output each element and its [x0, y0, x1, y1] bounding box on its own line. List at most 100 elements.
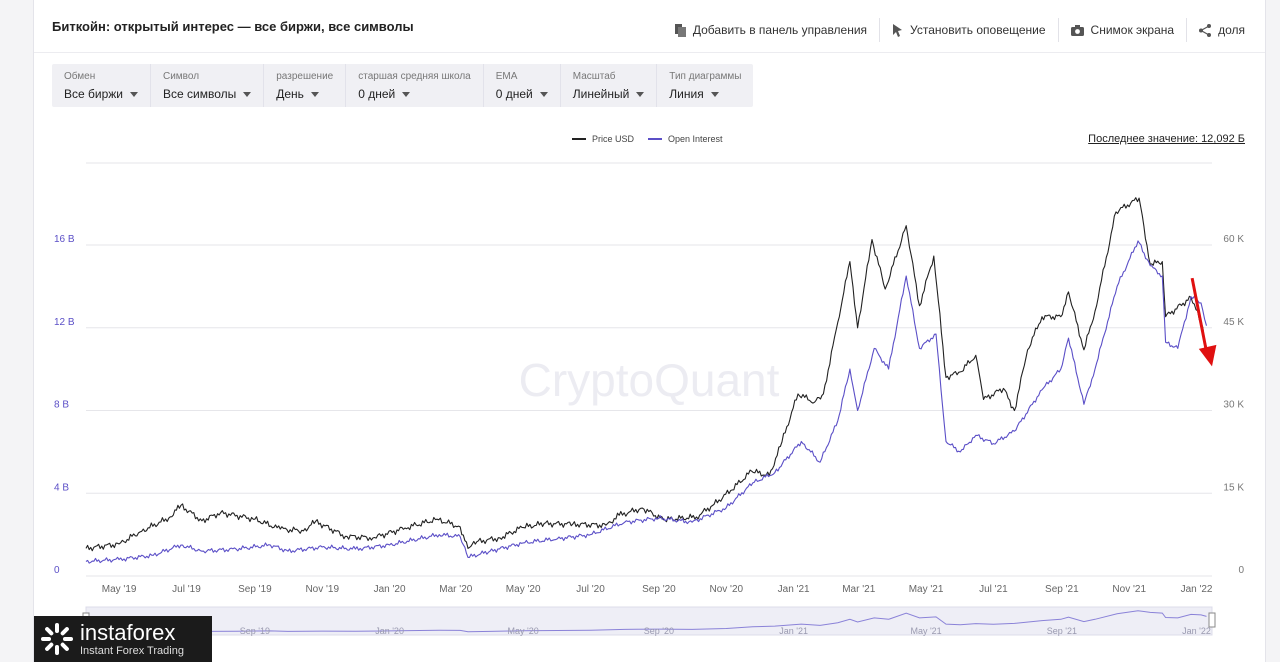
chart-title: Биткойн: открытый интерес — все биржи, в…	[52, 19, 414, 34]
symbol-label: Символ	[163, 71, 200, 82]
add-to-dashboard-label: Добавить в панель управления	[692, 23, 868, 37]
navigator-tick-label: Jan '22	[1182, 626, 1211, 636]
logo-tagline: Instant Forex Trading	[80, 644, 184, 657]
chart-header: Биткойн: открытый интерес — все биржи, в…	[34, 0, 1265, 53]
exchange-label: Обмен	[64, 71, 96, 82]
x-tick-label: Mar '20	[439, 584, 472, 595]
navigator-tick-label: Jan '21	[779, 626, 808, 636]
resolution-label: разрешение	[276, 71, 334, 82]
instaforex-logo-icon	[41, 623, 73, 655]
resolution-select[interactable]: разрешение День	[264, 64, 347, 107]
x-tick-label: Nov '21	[1112, 584, 1146, 595]
navigator-handle-right[interactable]	[1208, 612, 1216, 628]
set-alert-label: Установить оповещение	[910, 23, 1046, 37]
chart-type-select[interactable]: Тип диаграммы Линия	[657, 64, 753, 107]
x-tick-label: Jan '20	[374, 584, 406, 595]
symbol-value: Все символы	[163, 87, 237, 101]
x-tick-label: Jul '20	[576, 584, 605, 595]
price-line	[85, 197, 1208, 552]
scale-value: Линейный	[572, 87, 630, 101]
screenshot-label: Снимок экрана	[1090, 23, 1175, 37]
x-tick-label: May '20	[506, 584, 541, 595]
chevron-down-icon	[130, 91, 138, 97]
logo-brand: instaforex	[80, 619, 176, 645]
annotation-arrow-head	[1198, 344, 1217, 367]
legend-item-price[interactable]: Price USD	[572, 134, 634, 144]
x-tick-label: Nov '20	[709, 584, 743, 595]
x-tick-label: Jan '22	[1181, 584, 1213, 595]
header-actions: Добавить в панель управления Установить …	[663, 18, 1245, 42]
screenshot-button[interactable]: Снимок экрана	[1059, 23, 1187, 37]
y-left-tick-label: 16 B	[54, 234, 75, 245]
y-right-tick-label: 30 K	[1223, 400, 1244, 411]
chart-svg: CryptoQuant 0 4 B 8 B 12 B 16 B 0 15 K 30 K 45 …	[54, 162, 1244, 636]
chart-card: Биткойн: открытый интерес — все биржи, в…	[33, 0, 1266, 662]
x-tick-label: Mar '21	[842, 584, 875, 595]
y-right-tick-label: 15 K	[1223, 482, 1244, 493]
y-right-tick-label: 0	[1238, 565, 1244, 576]
navigator-tick-label: May '21	[910, 626, 941, 636]
y-right-tick-label: 60 K	[1223, 234, 1244, 245]
x-tick-label: Jul '19	[172, 584, 201, 595]
y-left-tick-label: 8 B	[54, 400, 69, 411]
ema-value: 0 дней	[495, 87, 533, 101]
share-button[interactable]: доля	[1187, 23, 1245, 37]
sma-select[interactable]: старшая средняя школа 0 дней	[346, 64, 484, 107]
x-tick-label: Jul '21	[979, 584, 1008, 595]
legend-swatch-price	[572, 138, 586, 140]
legend-swatch-open-interest	[648, 138, 663, 140]
chart-type-value: Линия	[669, 87, 704, 101]
y-left-tick-label: 12 B	[54, 317, 75, 328]
instaforex-logo: instaforex Instant Forex Trading	[34, 616, 212, 662]
x-tick-label: Sep '20	[642, 584, 676, 595]
legend-item-open-interest[interactable]: Open Interest	[648, 134, 723, 144]
y-right-tick-label: 45 K	[1223, 317, 1244, 328]
annotation-arrow-shaft	[1190, 277, 1209, 355]
scale-select[interactable]: Масштаб Линейный	[561, 64, 658, 107]
x-tick-label: Jan '21	[778, 584, 810, 595]
watermark: CryptoQuant	[519, 354, 780, 406]
x-tick-label: Sep '19	[238, 584, 272, 595]
navigator-tick-label: Jan '20	[375, 626, 404, 636]
navigator-line	[85, 610, 1207, 633]
chevron-down-icon	[243, 91, 252, 97]
chevron-down-icon	[539, 91, 548, 97]
share-icon	[1199, 23, 1212, 37]
symbol-select[interactable]: Символ Все символы	[151, 64, 265, 107]
legend-label-open-interest: Open Interest	[668, 134, 723, 144]
add-to-dashboard-button[interactable]: Добавить в панель управления	[663, 23, 879, 37]
chevron-down-icon	[710, 91, 719, 97]
set-alert-button[interactable]: Установить оповещение	[880, 23, 1058, 37]
chevron-down-icon	[636, 91, 645, 97]
legend-label-price: Price USD	[592, 134, 635, 144]
chevron-down-icon	[402, 91, 411, 97]
navigator-tick-label: Sep '21	[1047, 626, 1077, 636]
share-label: доля	[1218, 23, 1245, 37]
last-value-link[interactable]: Последнее значение: 12,092 Б	[1088, 133, 1245, 145]
bell-icon	[893, 23, 903, 37]
exchange-value: Все биржи	[64, 87, 123, 101]
x-tick-label: May '19	[102, 584, 137, 595]
x-tick-label: Sep '21	[1045, 584, 1079, 595]
dashboard-icon	[674, 23, 686, 37]
open-interest-line	[85, 240, 1208, 564]
camera-icon	[1070, 24, 1084, 36]
sma-label: старшая средняя школа	[358, 71, 471, 82]
ema-label: EMA	[495, 71, 518, 82]
resolution-value: День	[276, 87, 304, 101]
x-tick-label: May '21	[909, 584, 944, 595]
navigator-tick-label: Sep '19	[240, 626, 270, 636]
chart-controls: Обмен Все биржи Символ Все символы разре…	[52, 64, 754, 107]
chevron-down-icon	[310, 91, 319, 97]
chart-legend: Price USD Open Interest	[572, 134, 737, 144]
navigator-tick-label: Sep '20	[644, 626, 674, 636]
navigator-tick-label: May '20	[508, 626, 539, 636]
exchange-select[interactable]: Обмен Все биржи	[52, 64, 151, 107]
sma-value: 0 дней	[358, 87, 396, 101]
ema-select[interactable]: EMA 0 дней	[484, 64, 561, 107]
x-tick-label: Nov '19	[305, 584, 339, 595]
y-left-tick-label: 0	[54, 565, 60, 576]
scale-label: Масштаб	[572, 71, 616, 82]
chart-type-label: Тип диаграммы	[669, 71, 742, 82]
y-left-tick-label: 4 B	[54, 482, 69, 493]
